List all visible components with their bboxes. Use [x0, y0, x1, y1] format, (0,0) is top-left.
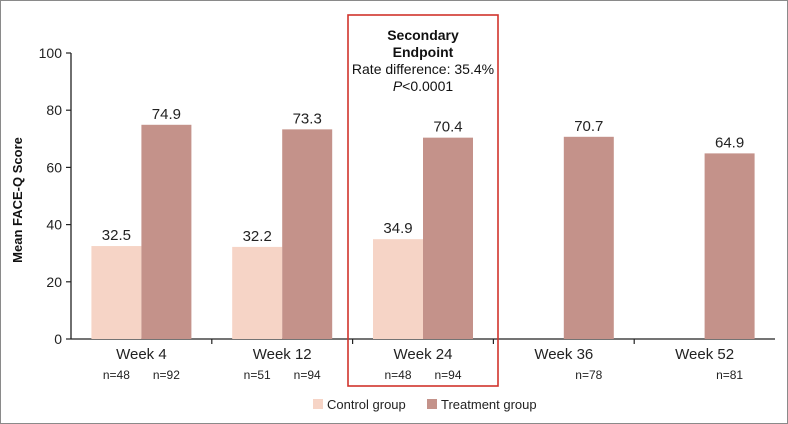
x-category-label: Week 4 [116, 346, 167, 363]
control-value-label: 32.5 [102, 227, 131, 244]
x-category-label: Week 24 [394, 346, 453, 363]
treatment-n-label: n=78 [575, 368, 602, 382]
treatment-bar [704, 153, 755, 339]
secondary-endpoint-highlight-box [347, 14, 499, 387]
y-tick-label: 60 [46, 159, 62, 175]
highlight-rate-difference: Rate difference: 35.4% [352, 61, 494, 77]
y-axis-label: Mean FACE-Q Score [10, 137, 25, 263]
treatment-n-label: n=94 [434, 368, 461, 382]
x-category-label: Week 36 [534, 346, 593, 363]
treatment-bar [423, 137, 473, 339]
legend-label-control: Control group [327, 397, 406, 412]
treatment-bar [141, 124, 192, 339]
control-bar [373, 239, 423, 339]
control-n-label: n=48 [384, 368, 411, 382]
treatment-value-label: 64.9 [715, 134, 744, 151]
x-category-label: Week 12 [253, 346, 312, 363]
control-n-label: n=48 [103, 368, 130, 382]
control-value-label: 32.2 [243, 228, 272, 245]
y-tick-label: 0 [54, 331, 62, 347]
x-axis-categories: Week 4 Week 12 Week 24 Week 36 Week 52 [116, 339, 734, 363]
y-axis-ticks: 0 20 40 60 80 100 [39, 45, 71, 347]
treatment-bar [563, 136, 614, 339]
highlight-p-value: P<0.0001 [393, 78, 454, 94]
treatment-n-label: n=92 [153, 368, 180, 382]
treatment-n-label: n=81 [716, 368, 743, 382]
p-letter: P [393, 78, 403, 94]
legend-label-treatment: Treatment group [441, 397, 537, 412]
treatment-bar [282, 129, 333, 339]
treatment-n-label: n=94 [294, 368, 321, 382]
legend-swatch-treatment [427, 399, 437, 409]
y-tick-label: 20 [46, 274, 62, 290]
highlight-title-line2: Endpoint [393, 44, 454, 60]
highlight-title-line1: Secondary [387, 27, 459, 43]
bars: 32.5 n=48 74.9 n=92 32.2 n=51 73.3 n=94 34.9 n=48… [91, 106, 755, 382]
control-bar [91, 246, 142, 339]
treatment-value-label: 70.4 [433, 119, 462, 136]
legend-swatch-control [313, 399, 323, 409]
y-tick-label: 100 [39, 45, 63, 61]
control-value-label: 34.9 [383, 220, 412, 237]
control-bar [232, 246, 283, 339]
legend: Control group Treatment group [313, 397, 537, 412]
treatment-value-label: 73.3 [293, 110, 322, 127]
y-tick-label: 40 [46, 217, 62, 233]
p-value-text: <0.0001 [402, 78, 453, 94]
control-n-label: n=51 [244, 368, 271, 382]
y-tick-label: 80 [46, 102, 62, 118]
treatment-value-label: 70.7 [574, 118, 603, 135]
treatment-value-label: 74.9 [152, 106, 181, 123]
x-category-label: Week 52 [675, 346, 734, 363]
